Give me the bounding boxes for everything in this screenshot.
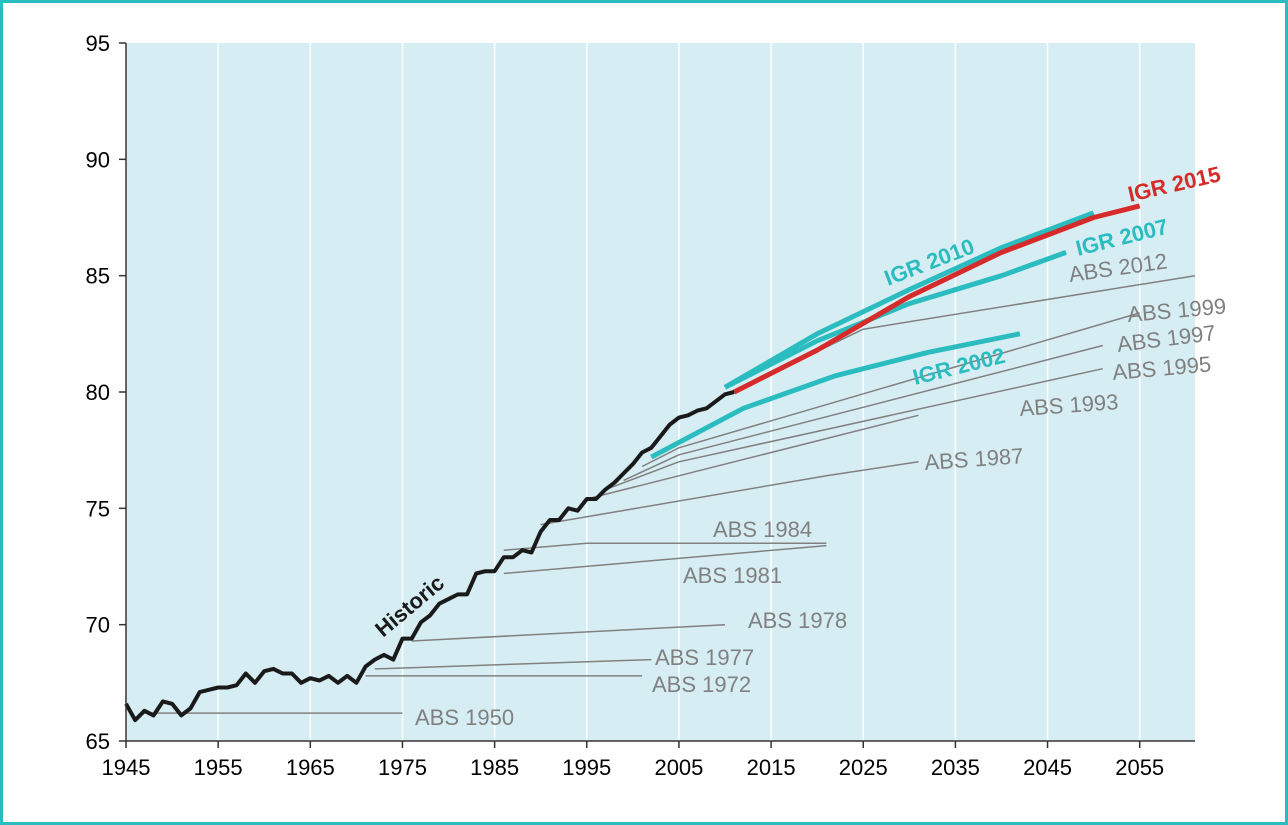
x-tick-label: 2015 [747,755,796,780]
x-tick-label: 1995 [562,755,611,780]
series-line [411,623,726,642]
x-tick-label: 2045 [1023,755,1072,780]
y-tick-label: 70 [86,613,110,638]
plot-area [126,43,1195,741]
series-line [374,658,652,670]
y-tick-label: 75 [86,496,110,521]
series-line [586,414,919,500]
series-line [623,344,1103,482]
x-tick-label: 2005 [654,755,703,780]
y-tick-label: 80 [86,380,110,405]
x-tick-label: 2025 [839,755,888,780]
series-line [650,331,1021,460]
series-label: ABS 1977 [655,645,754,670]
series-line [733,203,1141,395]
x-tick-label: 2035 [931,755,980,780]
series-label: ABS 1972 [652,672,751,697]
lines [124,203,1196,723]
y-tick-label: 95 [86,31,110,56]
series-label: ABS 1978 [748,608,847,633]
series-line [723,210,1095,390]
series-line [604,367,1103,491]
x-tick-label: 1945 [102,755,151,780]
series-line [503,544,827,575]
x-tick-label: 1985 [470,755,519,780]
x-tick-label: 1955 [194,755,243,780]
axes: 1945 1955 1965 1975 1985 1995 2005 2015 2025 2035… [86,31,1195,780]
x-tick-label: 1965 [286,755,335,780]
series-label: ABS 1950 [415,705,514,730]
y-tick-label: 85 [86,264,110,289]
series-line [723,250,1067,390]
series-line [540,461,919,526]
y-tick-label: 65 [86,729,110,754]
x-tick-label: 1975 [378,755,427,780]
y-tick-label: 90 [86,147,110,172]
series-line [641,312,1140,468]
series-label: ABS 1981 [683,563,782,588]
x-tick-label: 2055 [1115,755,1164,780]
series-line [124,390,735,723]
series-label: ABS 1984 [713,517,812,542]
